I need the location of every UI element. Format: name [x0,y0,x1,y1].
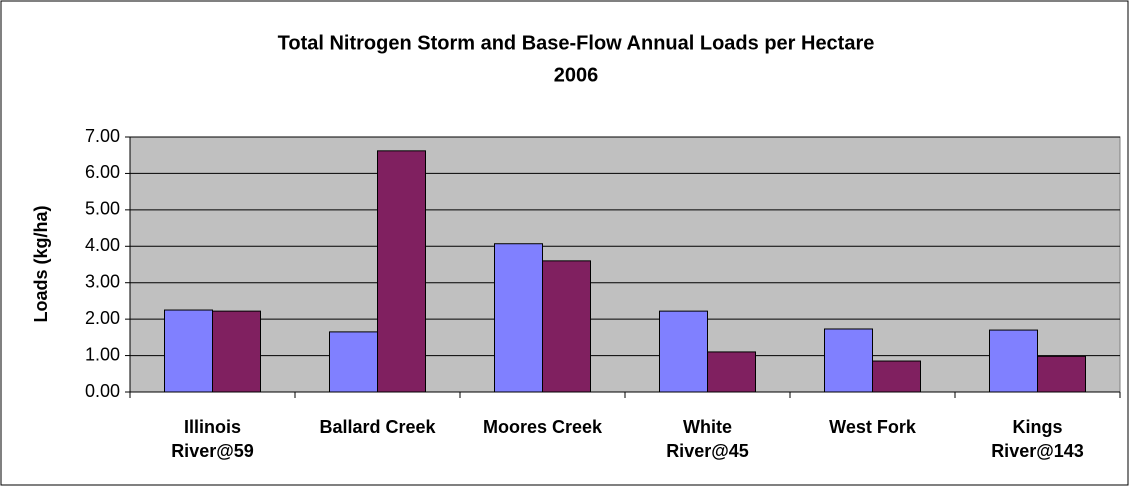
x-tick-label: Ballard Creek [319,417,436,437]
y-tick-label: 1.00 [85,344,120,364]
bar [377,150,426,393]
y-tick-label: 6.00 [85,162,120,182]
y-tick-label: 0.00 [85,381,120,401]
bar [989,329,1038,393]
bar [494,243,543,393]
bar [872,360,921,393]
x-tick-label: White River@45 [666,417,749,461]
y-tick-label: 2.00 [85,308,120,328]
y-tick-label: 4.00 [85,235,120,255]
bar [1037,355,1086,393]
chart-title: Total Nitrogen Storm and Base-Flow Annua… [278,32,875,54]
bar [164,309,213,393]
y-axis-label: Loads (kg/ha) [31,205,51,322]
x-tick-label: Kings River@143 [991,417,1084,461]
y-tick-label: 5.00 [85,199,120,219]
bar [542,260,591,393]
bar [329,331,378,393]
x-tick-label: Moores Creek [483,417,603,437]
bar [707,351,756,393]
plot-area [129,136,1121,393]
bar [824,328,873,393]
bar [659,310,708,393]
y-tick-label: 7.00 [85,126,120,146]
y-tick-label: 3.00 [85,271,120,291]
x-tick-label: West Fork [829,417,917,437]
x-tick-label: Illinois River@59 [171,417,254,461]
chart-subtitle: 2006 [554,64,599,86]
bar [212,310,261,393]
